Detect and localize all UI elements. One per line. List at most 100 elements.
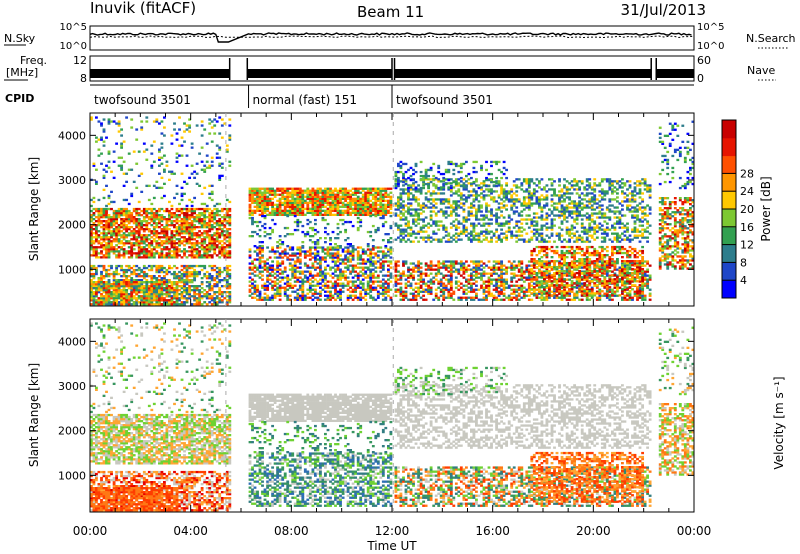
power-cell xyxy=(180,277,184,280)
power-cell xyxy=(361,187,365,190)
power-cell xyxy=(142,240,146,243)
power-cell xyxy=(349,245,353,248)
power-cell xyxy=(497,206,501,209)
power-cell xyxy=(253,250,257,253)
power-cell xyxy=(349,213,353,217)
power-cell xyxy=(437,210,441,213)
power-cell xyxy=(424,196,428,199)
power-cell xyxy=(314,222,317,226)
power-cell xyxy=(359,298,363,301)
power-cell xyxy=(303,201,307,205)
power-cell xyxy=(271,270,275,273)
power-cell xyxy=(163,256,166,259)
power-cell xyxy=(107,283,111,286)
power-cell xyxy=(407,196,410,199)
power-cell xyxy=(147,216,151,219)
power-cell xyxy=(535,230,539,233)
power-cell xyxy=(90,291,93,294)
power-cell xyxy=(210,289,214,292)
power-cell xyxy=(180,295,184,298)
power-cell xyxy=(180,303,184,306)
power-cell xyxy=(389,195,393,199)
power-cell xyxy=(288,201,292,205)
power-cell xyxy=(150,289,154,292)
power-cell xyxy=(92,248,96,251)
power-cell xyxy=(359,205,363,209)
power-cell xyxy=(331,246,335,249)
power-cell xyxy=(316,193,320,196)
power-cell xyxy=(205,297,209,300)
power-cell xyxy=(208,164,212,167)
power-cell xyxy=(505,204,509,207)
power-cell xyxy=(188,281,192,284)
power-cell xyxy=(266,278,270,281)
power-cell xyxy=(107,279,111,282)
power-cell xyxy=(356,211,360,215)
power-cell xyxy=(480,218,483,221)
power-cell xyxy=(472,194,476,197)
freq-bar-2 xyxy=(394,69,652,78)
power-cell xyxy=(334,270,337,273)
power-cell xyxy=(203,222,207,225)
power-cell xyxy=(276,189,280,192)
power-cell xyxy=(145,216,149,219)
power-cell xyxy=(198,234,202,237)
power-cell xyxy=(256,195,259,199)
power-cell xyxy=(505,194,509,197)
power-cell xyxy=(263,207,267,211)
power-cell xyxy=(540,236,544,239)
power-cell xyxy=(258,187,262,190)
power-cell xyxy=(173,264,176,268)
power-cell xyxy=(399,218,403,221)
power-cell xyxy=(158,244,161,247)
power-cell xyxy=(175,293,179,296)
power-cell xyxy=(218,240,222,243)
power-cell xyxy=(158,254,161,257)
power-cell xyxy=(218,248,222,251)
power-cell xyxy=(180,287,184,290)
power-cell xyxy=(530,220,534,223)
power-cell xyxy=(168,220,171,223)
power-cell xyxy=(538,198,541,201)
power-cell xyxy=(145,240,149,243)
power-cell xyxy=(127,281,131,284)
power-cell xyxy=(210,184,214,188)
power-cell xyxy=(160,218,164,221)
power-cell xyxy=(152,285,156,288)
power-cell xyxy=(341,262,345,265)
power-cell xyxy=(374,205,378,209)
power-cell xyxy=(263,292,267,295)
power-cell xyxy=(444,230,448,233)
power-cell xyxy=(185,279,189,282)
power-cell xyxy=(228,295,232,298)
power-cell xyxy=(286,294,290,297)
power-cell xyxy=(369,280,373,283)
power-cell xyxy=(379,292,383,295)
power-cell xyxy=(145,234,149,237)
power-cell xyxy=(291,274,295,277)
power-cell xyxy=(220,124,224,127)
power-cell xyxy=(228,287,232,290)
power-cell xyxy=(379,211,383,215)
power-cell xyxy=(90,228,93,231)
power-cell xyxy=(364,298,368,301)
power-cell xyxy=(532,234,536,237)
power-cell xyxy=(147,287,151,290)
power-cell xyxy=(140,268,144,272)
power-cell xyxy=(110,291,113,294)
power-cell xyxy=(120,214,124,217)
power-cell xyxy=(515,190,519,193)
power-cell xyxy=(253,245,257,248)
power-cell xyxy=(203,272,207,276)
power-cell xyxy=(319,268,322,271)
power-cell xyxy=(228,222,232,225)
power-cell xyxy=(303,233,307,236)
power-cell xyxy=(105,226,108,229)
power-cell xyxy=(394,222,398,225)
power-cell xyxy=(326,213,330,217)
power-cell xyxy=(369,189,373,192)
power-cell xyxy=(261,296,264,299)
power-cell xyxy=(120,301,124,304)
power-cell xyxy=(437,220,441,223)
power-cell xyxy=(427,238,431,241)
